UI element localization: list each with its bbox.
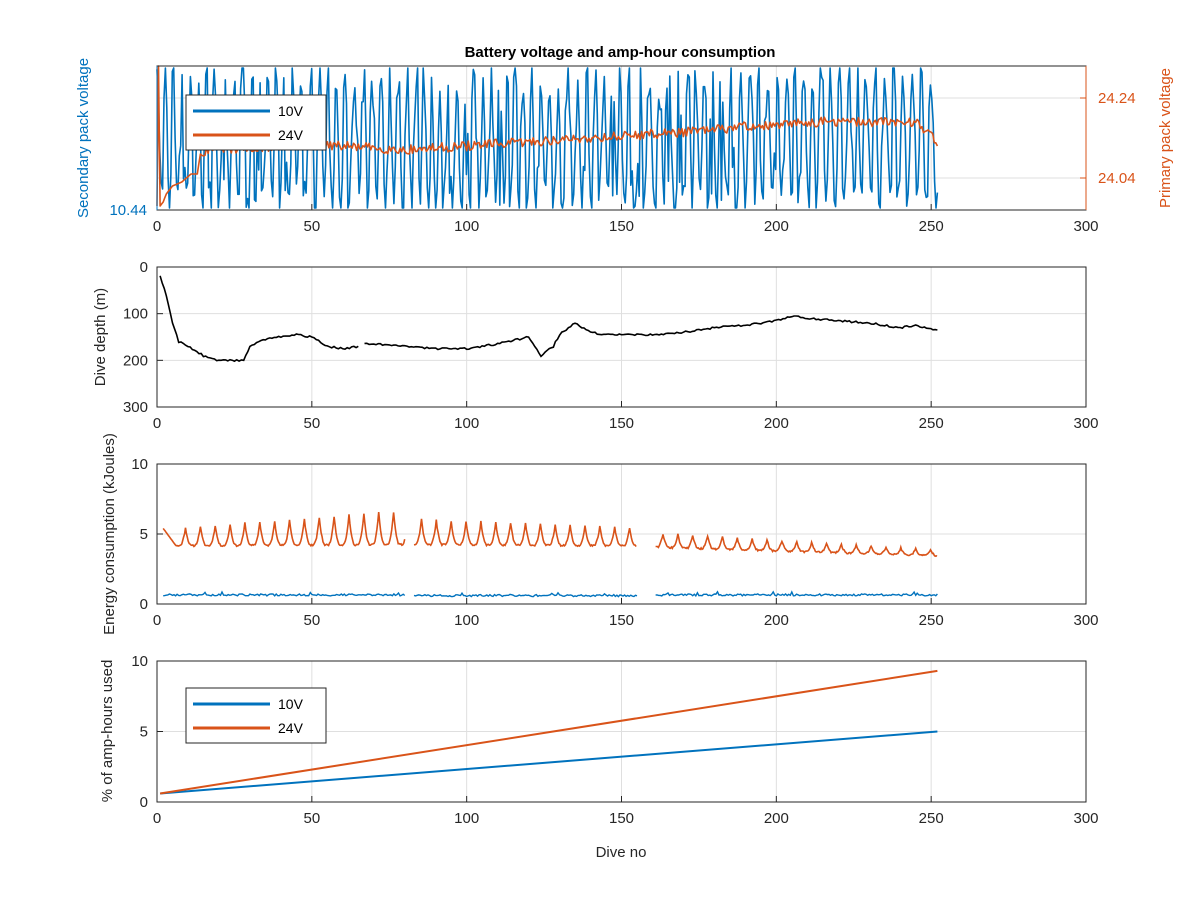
xtick-label: 150: [609, 612, 634, 629]
ytick-label: 300: [123, 399, 148, 416]
grid-depth: [157, 267, 1086, 407]
ticks-amphours: 0 50 100 150 200 250 300 0 5 10: [131, 653, 1098, 827]
ytick-label: 100: [123, 306, 148, 323]
xtick-label: 150: [609, 218, 634, 235]
ticks-voltage: 0 50 100 150 200 250 300 24.04 24.24: [153, 66, 1136, 235]
ytick-label: 0: [140, 596, 148, 613]
ytick-right-label: 24.04: [1098, 170, 1136, 187]
xtick-label: 200: [764, 218, 789, 235]
legend-label-10v: 10V: [278, 103, 304, 119]
xtick-label: 300: [1073, 810, 1098, 827]
legend-amphours: 10V 24V: [185, 687, 327, 744]
series-line-energy-24v-2: [655, 533, 938, 558]
ylabel-energy-consumption: Energy consumption (kJoules): [101, 433, 118, 635]
legend-label-amphours-24v: 24V: [278, 720, 304, 736]
ticks-depth: 0 50 100 150 200 250 300 0 100 200 300: [123, 259, 1099, 432]
ytick-label: 0: [140, 259, 148, 276]
grid-energy: [157, 464, 1086, 604]
series-line-energy-10v-0: [163, 590, 406, 597]
xtick-label: 100: [454, 612, 479, 629]
series-line-energy-10v-1: [413, 591, 638, 598]
ytick-label: 5: [140, 526, 148, 543]
ticks-energy: 0 50 100 150 200 250 300 0 5 10: [131, 456, 1098, 629]
xtick-label: 0: [153, 810, 161, 827]
xtick-label: 50: [303, 612, 320, 629]
ytick-label: 5: [140, 724, 148, 741]
series-group-energy: [162, 512, 938, 598]
xtick-label: 0: [153, 612, 161, 629]
xtick-label: 200: [764, 810, 789, 827]
ytick-right-label: 24.24: [1098, 90, 1136, 107]
ylabel-secondary-pack-voltage: Secondary pack voltage: [75, 58, 92, 218]
xtick-label: 250: [919, 612, 944, 629]
legend-box-amphours: [185, 687, 327, 744]
xtick-label: 50: [303, 218, 320, 235]
xtick-label: 50: [303, 415, 320, 432]
series-line-depth-0: [159, 275, 359, 363]
series-line-amphours-10v: [160, 730, 938, 795]
ylabel-primary-pack-voltage: Primary pack voltage: [1157, 68, 1174, 208]
legend-box-voltage: [185, 94, 327, 151]
xtick-label: 300: [1073, 415, 1098, 432]
series-line-energy-24v-1: [413, 518, 637, 548]
xtick-label: 250: [919, 415, 944, 432]
xtick-label: 50: [303, 810, 320, 827]
xtick-label: 250: [919, 810, 944, 827]
xtick-label: 200: [764, 415, 789, 432]
chart-title: Battery voltage and amp-hour consumption: [465, 44, 776, 61]
xtick-label: 200: [764, 612, 789, 629]
xtick-label: 150: [609, 415, 634, 432]
series-group-depth: [159, 275, 938, 363]
series-line-depth-1: [364, 315, 938, 358]
xtick-label: 250: [919, 218, 944, 235]
ytick-left-voltage-0: 10.44: [109, 202, 147, 219]
xtick-label: 0: [153, 415, 161, 432]
xtick-label: 150: [609, 810, 634, 827]
series-line-amphours-24v: [159, 669, 938, 795]
xtick-label: 100: [454, 415, 479, 432]
ytick-label: 10: [131, 653, 148, 670]
ytick-label: 0: [140, 794, 148, 811]
series-line-voltage-10v: [156, 67, 939, 209]
ylabel-dive-depth: Dive depth (m): [92, 288, 109, 386]
series-line-energy-24v-0: [162, 512, 406, 548]
ytick-label: 10: [131, 456, 148, 473]
xtick-label: 300: [1073, 218, 1098, 235]
series-group-amphours: [159, 669, 938, 795]
xtick-label: 100: [454, 218, 479, 235]
xlabel-dive-no: Dive no: [596, 844, 647, 861]
xtick-label: 0: [153, 218, 161, 235]
xtick-label: 100: [454, 810, 479, 827]
legend-label-amphours-10v: 10V: [278, 696, 304, 712]
xtick-label: 300: [1073, 612, 1098, 629]
ytick-label: 200: [123, 352, 148, 369]
legend-label-24v: 24V: [278, 127, 304, 143]
legend-voltage: 10V 24V: [185, 94, 327, 151]
series-line-energy-10v-2: [655, 590, 938, 598]
ylabel-amp-hours-used: % of amp-hours used: [99, 660, 116, 803]
